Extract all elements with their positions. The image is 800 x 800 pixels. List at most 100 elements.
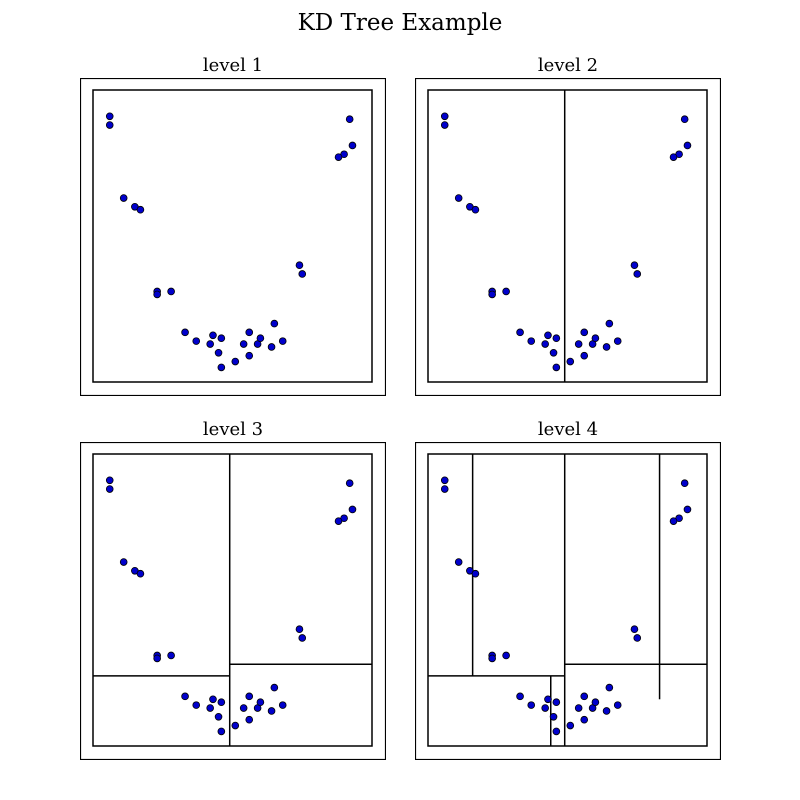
data-point xyxy=(602,343,611,351)
data-point xyxy=(549,348,558,357)
panel-title: level 2 xyxy=(537,55,599,76)
data-point xyxy=(295,261,304,270)
data-point xyxy=(633,634,642,642)
data-point xyxy=(471,569,480,578)
data-point xyxy=(278,701,287,709)
data-point xyxy=(105,485,114,493)
data-point xyxy=(267,343,276,351)
panel-plot xyxy=(80,442,386,760)
data-point xyxy=(454,194,463,202)
data-point xyxy=(630,625,639,634)
figure-title: KD Tree Example xyxy=(297,10,503,36)
panel-title: level 4 xyxy=(537,419,599,440)
data-point xyxy=(574,704,583,712)
data-point xyxy=(245,351,254,360)
axes-frame xyxy=(80,442,386,760)
data-point xyxy=(334,153,343,161)
data-point xyxy=(295,625,304,634)
panel-title: level 1 xyxy=(202,55,264,76)
panel-plot xyxy=(80,78,386,396)
data-point xyxy=(580,328,589,337)
data-point xyxy=(298,634,307,642)
data-point xyxy=(613,337,622,345)
bounding-box xyxy=(427,453,708,747)
panel-level-4: level 4 xyxy=(415,419,721,760)
data-point xyxy=(217,727,226,736)
data-point xyxy=(119,558,128,566)
panel-title: level 3 xyxy=(202,419,264,440)
data-point xyxy=(192,701,201,709)
data-point xyxy=(566,357,575,366)
data-point xyxy=(345,479,354,487)
data-point xyxy=(502,651,510,660)
data-point xyxy=(541,704,549,712)
data-point xyxy=(613,701,622,709)
data-point xyxy=(167,651,175,660)
data-point xyxy=(298,270,307,278)
data-point xyxy=(527,337,536,345)
data-point xyxy=(580,692,589,701)
data-point xyxy=(527,701,536,709)
data-point xyxy=(214,348,223,357)
data-point xyxy=(633,270,642,278)
data-point xyxy=(552,334,561,343)
data-point xyxy=(669,153,678,161)
data-point xyxy=(245,715,254,724)
data-point xyxy=(591,698,600,707)
data-point xyxy=(270,683,279,692)
data-point xyxy=(136,569,145,578)
data-point xyxy=(119,194,128,202)
data-point xyxy=(580,351,589,360)
data-point xyxy=(245,328,254,337)
data-point xyxy=(231,721,240,730)
data-point xyxy=(552,698,561,707)
data-point xyxy=(440,121,449,129)
data-point xyxy=(683,141,692,150)
data-point xyxy=(136,205,145,214)
data-point xyxy=(217,334,226,343)
data-point xyxy=(245,692,254,701)
data-point xyxy=(105,476,114,485)
data-point xyxy=(488,290,496,299)
data-point xyxy=(669,517,678,525)
data-point xyxy=(541,340,549,348)
data-point xyxy=(516,328,524,337)
axes-frame xyxy=(415,78,721,396)
data-point xyxy=(544,695,552,704)
data-point xyxy=(471,205,480,214)
data-point xyxy=(256,334,265,343)
data-point xyxy=(605,319,614,328)
data-point xyxy=(231,357,240,366)
bounding-box xyxy=(92,89,373,383)
data-point xyxy=(153,290,161,299)
data-point xyxy=(574,340,583,348)
data-point xyxy=(105,121,114,129)
data-point xyxy=(680,479,689,487)
data-point xyxy=(544,331,552,340)
data-point xyxy=(440,112,449,121)
data-point xyxy=(552,727,561,736)
data-point xyxy=(630,261,639,270)
data-point xyxy=(267,707,276,715)
data-point xyxy=(239,340,248,348)
data-point xyxy=(278,337,287,345)
data-point xyxy=(209,695,217,704)
data-point xyxy=(256,698,265,707)
data-point xyxy=(552,363,561,372)
data-point xyxy=(206,704,214,712)
panel-level-3: level 3 xyxy=(80,419,386,760)
data-point xyxy=(181,692,189,701)
panel-level-1: level 1 xyxy=(80,55,386,396)
data-point xyxy=(440,476,449,485)
data-point xyxy=(270,319,279,328)
data-point xyxy=(217,698,226,707)
data-point xyxy=(217,363,226,372)
data-point xyxy=(566,721,575,730)
data-point xyxy=(440,485,449,493)
data-point xyxy=(214,712,223,721)
data-point xyxy=(192,337,201,345)
data-point xyxy=(348,141,357,150)
axes-frame xyxy=(80,78,386,396)
data-point xyxy=(153,654,161,663)
panel-plot xyxy=(415,78,721,396)
